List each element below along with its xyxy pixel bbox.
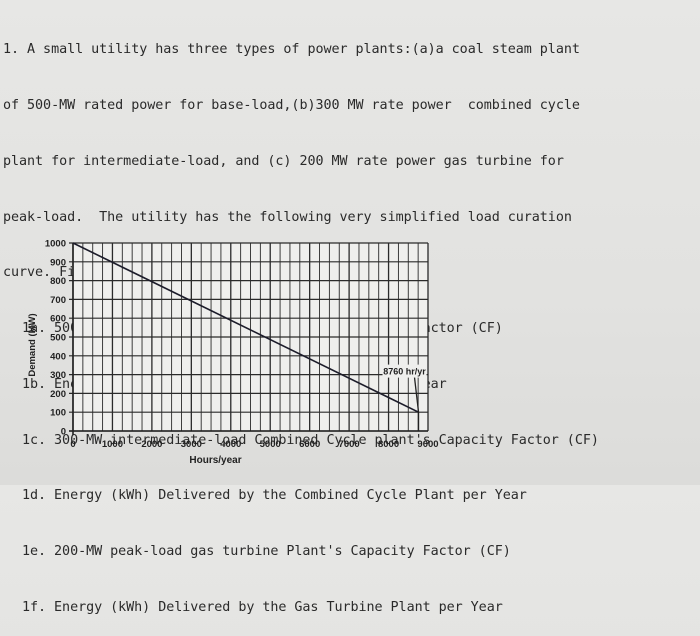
x-tick-label: 6000 <box>299 439 320 450</box>
annotation-label: 8760 hr/yr <box>383 367 426 377</box>
load-curve-line <box>72 242 419 413</box>
x-tick-label: 1000 <box>102 439 123 450</box>
x-tick-label: 4000 <box>220 439 241 450</box>
part-1d: 1d. Energy (kWh) Delivered by the Combin… <box>22 488 527 504</box>
x-tick-label: 3000 <box>181 439 202 450</box>
y-tick-label: 800 <box>50 276 66 287</box>
y-tick-label: 200 <box>50 389 66 400</box>
y-axis-title: Demand (MW) <box>27 313 38 376</box>
question-line: 1. A small utility has three types of po… <box>3 42 580 58</box>
part-1c: 1c. 300-MW intermediate-load Combined Cy… <box>22 432 599 448</box>
y-tick-label: 600 <box>50 314 66 325</box>
y-tick-label: 300 <box>50 370 66 381</box>
y-tick-label: 0 <box>61 427 66 438</box>
annotation-pointer <box>413 377 420 413</box>
x-tick-label: 5000 <box>260 439 281 450</box>
y-tick-label: 500 <box>50 333 66 344</box>
annotation-background <box>382 364 427 378</box>
x-tick-label: 8000 <box>378 439 399 450</box>
y-tick-label: 900 <box>50 257 66 268</box>
x-axis-title: Hours/year <box>189 455 241 466</box>
question-line: plant for intermediate-load, and (c) 200… <box>3 153 564 169</box>
question-line: peak-load. The utility has the following… <box>3 209 572 225</box>
question-line: of 500-MW rated power for base-load,(b)3… <box>3 97 580 113</box>
part-1e: 1e. 200-MW peak-load gas turbine Plant's… <box>22 544 511 560</box>
x-tick-label: 2000 <box>141 439 162 450</box>
load-duration-chart-svg: 0 100 200 300 400 500 600 700 800 900 1000 0 1000 200… <box>27 239 439 467</box>
part-1f: 1f. Energy (kWh) Delivered by the Gas Tu… <box>22 600 503 615</box>
y-tick-label: 1000 <box>45 239 66 250</box>
y-tick-label: 400 <box>50 351 66 362</box>
x-tick-label: 0 <box>70 439 75 450</box>
y-tick-label: 700 <box>50 295 66 306</box>
y-tick-label: 100 <box>50 408 66 419</box>
x-tick-label: 9000 <box>417 439 438 450</box>
load-duration-chart: 0 100 200 300 400 500 600 700 800 900 1000 0 1000 200… <box>0 232 460 482</box>
x-tick-label: 7000 <box>339 439 360 450</box>
